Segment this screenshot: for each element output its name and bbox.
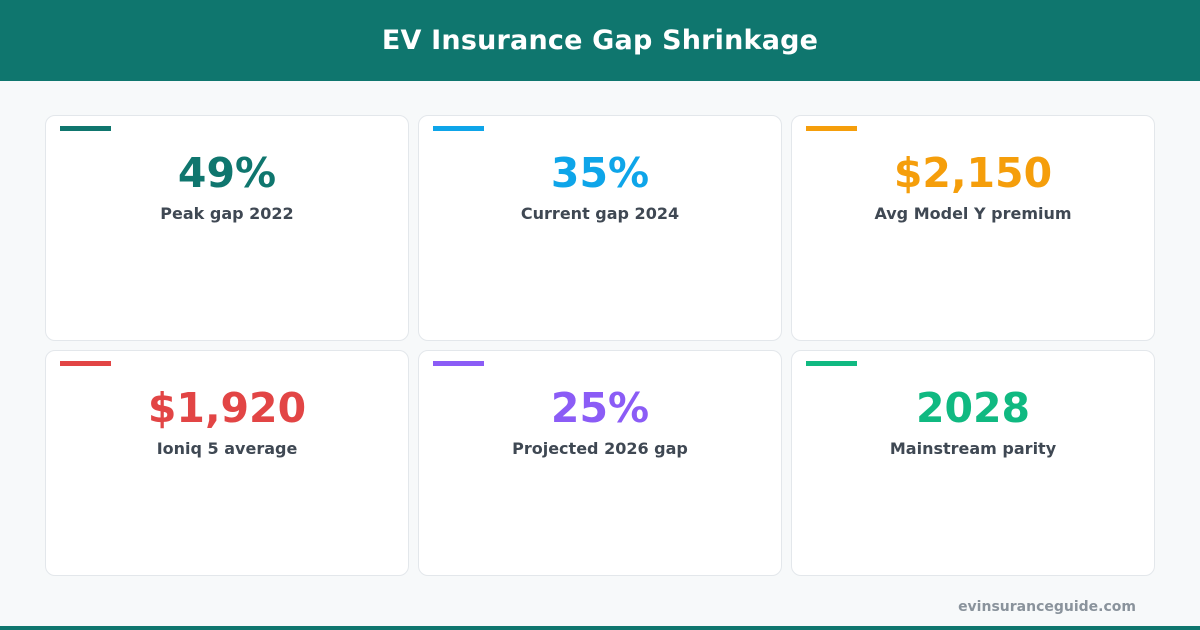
stats-grid: 49% Peak gap 2022 35% Current gap 2024 $… [45, 115, 1155, 576]
accent-bar [60, 361, 111, 366]
stat-card-projected-gap: 25% Projected 2026 gap [418, 350, 782, 576]
stat-label: Peak gap 2022 [160, 204, 294, 223]
accent-bar [60, 126, 111, 131]
bottom-accent-bar [0, 626, 1200, 630]
stat-card-peak-gap: 49% Peak gap 2022 [45, 115, 409, 341]
stat-card-current-gap: 35% Current gap 2024 [418, 115, 782, 341]
stat-label: Ioniq 5 average [156, 439, 298, 458]
stat-label: Current gap 2024 [520, 204, 680, 223]
accent-bar [433, 126, 484, 131]
page-title: EV Insurance Gap Shrinkage [381, 25, 819, 56]
stat-value: 2028 [915, 384, 1031, 432]
accent-bar [806, 126, 857, 131]
accent-bar [433, 361, 484, 366]
stat-card-model-y-premium: $2,150 Avg Model Y premium [791, 115, 1155, 341]
stat-label: Avg Model Y premium [874, 204, 1072, 223]
stat-value: $2,150 [893, 149, 1053, 197]
stat-card-ioniq-average: $1,920 Ioniq 5 average [45, 350, 409, 576]
stat-value: $1,920 [147, 384, 307, 432]
stat-label: Mainstream parity [889, 439, 1057, 458]
accent-bar [806, 361, 857, 366]
header-banner: EV Insurance Gap Shrinkage [0, 0, 1200, 81]
stat-value: 49% [177, 149, 277, 197]
stat-label: Projected 2026 gap [512, 439, 688, 458]
stat-value: 25% [550, 384, 650, 432]
stat-value: 35% [550, 149, 650, 197]
stat-card-mainstream-parity: 2028 Mainstream parity [791, 350, 1155, 576]
footer-url[interactable]: evinsuranceguide.com [958, 599, 1136, 615]
